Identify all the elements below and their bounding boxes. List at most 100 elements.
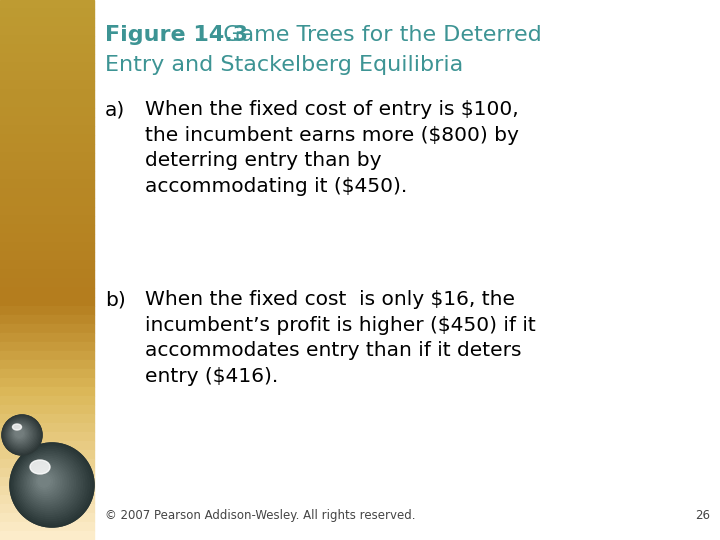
Circle shape bbox=[14, 428, 24, 438]
Bar bbox=[0, 189, 94, 198]
Circle shape bbox=[32, 468, 59, 496]
Circle shape bbox=[12, 425, 29, 442]
Text: When the fixed cost  is only $16, the
incumbent’s profit is higher ($450) if it
: When the fixed cost is only $16, the inc… bbox=[145, 290, 536, 386]
Bar bbox=[0, 117, 94, 126]
Bar bbox=[0, 324, 94, 333]
Bar bbox=[0, 270, 94, 279]
Bar bbox=[0, 18, 94, 27]
Bar bbox=[0, 72, 94, 81]
Bar bbox=[0, 126, 94, 135]
Bar bbox=[0, 360, 94, 369]
Bar bbox=[0, 531, 94, 540]
Circle shape bbox=[4, 417, 40, 453]
Bar bbox=[0, 198, 94, 207]
Bar bbox=[0, 441, 94, 450]
Circle shape bbox=[14, 448, 87, 521]
Bar bbox=[0, 144, 94, 153]
Circle shape bbox=[8, 421, 34, 448]
Bar bbox=[0, 432, 94, 441]
Bar bbox=[0, 333, 94, 342]
Text: b): b) bbox=[105, 290, 126, 309]
Text: When the fixed cost of entry is $100,
the incumbent earns more ($800) by
deterri: When the fixed cost of entry is $100, th… bbox=[145, 100, 519, 196]
Bar bbox=[0, 90, 94, 99]
Circle shape bbox=[34, 470, 57, 494]
Bar bbox=[0, 99, 94, 108]
Bar bbox=[0, 162, 94, 171]
Text: 26: 26 bbox=[695, 509, 710, 522]
Bar bbox=[0, 414, 94, 423]
Circle shape bbox=[16, 450, 85, 518]
Bar bbox=[0, 135, 94, 144]
Circle shape bbox=[2, 415, 42, 455]
Circle shape bbox=[3, 416, 40, 454]
Ellipse shape bbox=[30, 460, 50, 474]
Circle shape bbox=[20, 455, 78, 512]
Bar bbox=[0, 297, 94, 306]
Ellipse shape bbox=[12, 424, 22, 430]
Bar bbox=[0, 108, 94, 117]
Bar bbox=[0, 495, 94, 504]
Circle shape bbox=[10, 424, 30, 443]
Bar bbox=[0, 387, 94, 396]
Bar bbox=[0, 522, 94, 531]
Circle shape bbox=[24, 460, 71, 506]
Bar bbox=[0, 369, 94, 378]
Circle shape bbox=[17, 451, 83, 516]
Bar bbox=[0, 513, 94, 522]
Bar bbox=[0, 351, 94, 360]
Bar bbox=[0, 54, 94, 63]
Bar bbox=[0, 486, 94, 495]
Circle shape bbox=[26, 462, 68, 504]
Bar bbox=[0, 423, 94, 432]
Bar bbox=[0, 180, 94, 189]
Bar bbox=[0, 225, 94, 234]
Text: Figure 14.3: Figure 14.3 bbox=[105, 25, 248, 45]
Bar bbox=[0, 288, 94, 297]
Circle shape bbox=[5, 418, 38, 451]
Bar bbox=[0, 378, 94, 387]
Text: Entry and Stackelberg Equilibria: Entry and Stackelberg Equilibria bbox=[105, 55, 463, 75]
Bar bbox=[0, 306, 94, 315]
Circle shape bbox=[9, 422, 32, 446]
Bar bbox=[0, 405, 94, 414]
Bar bbox=[0, 261, 94, 270]
Bar bbox=[0, 63, 94, 72]
Circle shape bbox=[23, 458, 73, 508]
Circle shape bbox=[35, 471, 55, 491]
Circle shape bbox=[6, 420, 35, 449]
Circle shape bbox=[12, 426, 27, 441]
Bar bbox=[0, 477, 94, 486]
Circle shape bbox=[19, 453, 80, 515]
Circle shape bbox=[10, 443, 94, 527]
Bar bbox=[0, 396, 94, 405]
Circle shape bbox=[6, 419, 37, 450]
Bar bbox=[0, 45, 94, 54]
Bar bbox=[0, 207, 94, 216]
Bar bbox=[0, 252, 94, 261]
Circle shape bbox=[12, 444, 91, 525]
Bar bbox=[0, 504, 94, 513]
Bar bbox=[0, 342, 94, 351]
Text: © 2007 Pearson Addison-Wesley. All rights reserved.: © 2007 Pearson Addison-Wesley. All right… bbox=[105, 509, 415, 522]
Circle shape bbox=[2, 415, 42, 455]
Bar bbox=[0, 0, 94, 9]
Bar bbox=[0, 153, 94, 162]
Text: Game Trees for the Deterred: Game Trees for the Deterred bbox=[209, 25, 541, 45]
Circle shape bbox=[30, 467, 62, 497]
Bar bbox=[0, 459, 94, 468]
Circle shape bbox=[38, 475, 50, 487]
Circle shape bbox=[13, 447, 89, 523]
Circle shape bbox=[37, 473, 53, 489]
Bar bbox=[0, 81, 94, 90]
Bar bbox=[0, 9, 94, 18]
Bar bbox=[0, 36, 94, 45]
Bar bbox=[0, 279, 94, 288]
Circle shape bbox=[15, 429, 23, 437]
Bar bbox=[0, 315, 94, 324]
Circle shape bbox=[27, 463, 66, 502]
Bar bbox=[0, 171, 94, 180]
Circle shape bbox=[22, 456, 76, 510]
Bar bbox=[0, 27, 94, 36]
Circle shape bbox=[9, 423, 32, 445]
Bar bbox=[0, 234, 94, 243]
